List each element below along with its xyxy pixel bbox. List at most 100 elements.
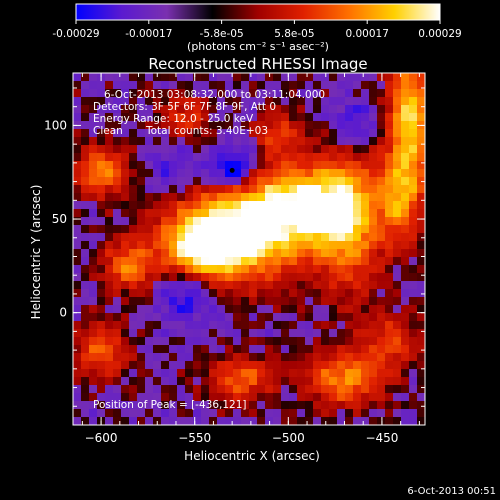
colorbar-units: (photons cm⁻² s⁻¹ asec⁻²) — [187, 40, 329, 53]
heatmap-cell — [313, 169, 322, 178]
heatmap-cell — [233, 289, 242, 298]
annotation-counts: Total counts: 3.40E+03 — [145, 125, 268, 137]
heatmap-cell — [305, 73, 314, 82]
heatmap-cell — [281, 353, 290, 362]
heatmap-cell — [265, 329, 274, 338]
heatmap-cell — [265, 369, 274, 378]
heatmap-cell — [81, 97, 90, 106]
heatmap-cell — [225, 225, 234, 234]
heatmap-cell — [73, 145, 82, 154]
heatmap-cell — [329, 369, 338, 378]
heatmap-cell — [81, 177, 90, 186]
heatmap-cell — [361, 233, 370, 242]
heatmap-cell — [377, 305, 386, 314]
heatmap-cell — [353, 137, 362, 146]
heatmap-cell — [145, 233, 154, 242]
heatmap-cell — [113, 401, 122, 410]
heatmap-cell — [393, 297, 402, 306]
heatmap-cell — [265, 241, 274, 250]
heatmap-cell — [369, 321, 378, 330]
heatmap-cell — [233, 321, 242, 330]
heatmap-cell — [209, 337, 218, 346]
heatmap-cell — [89, 193, 98, 202]
heatmap-cell — [369, 305, 378, 314]
heatmap-cell — [361, 321, 370, 330]
heatmap-cell — [81, 89, 90, 98]
heatmap-cell — [273, 305, 282, 314]
heatmap-cell — [313, 281, 322, 290]
heatmap-cell — [409, 281, 418, 290]
heatmap-cell — [193, 345, 202, 354]
heatmap-cell — [241, 393, 250, 402]
heatmap-cell — [177, 313, 186, 322]
heatmap-cell — [153, 201, 162, 210]
heatmap-cell — [393, 177, 402, 186]
heatmap-cell — [89, 273, 98, 282]
heatmap-cell — [417, 257, 426, 266]
heatmap-cell — [217, 225, 226, 234]
heatmap-cell — [225, 97, 234, 106]
heatmap-cell — [177, 217, 186, 226]
heatmap-cell — [257, 233, 266, 242]
heatmap-cell — [313, 153, 322, 162]
heatmap-cell — [145, 345, 154, 354]
heatmap-cell — [201, 201, 210, 210]
heatmap-cell — [209, 273, 218, 282]
heatmap-cell — [401, 265, 410, 274]
heatmap-cell — [97, 217, 106, 226]
heatmap-cell — [209, 289, 218, 298]
heatmap-cell — [305, 177, 314, 186]
heatmap-cell — [241, 129, 250, 138]
heatmap-cell — [345, 353, 354, 362]
heatmap-cell — [265, 265, 274, 274]
heatmap-cell — [257, 329, 266, 338]
heatmap-cell — [97, 193, 106, 202]
heatmap-cell — [233, 105, 242, 114]
heatmap-cell — [281, 193, 290, 202]
heatmap-cell — [417, 369, 426, 378]
heatmap-cell — [281, 121, 290, 130]
heatmap-cell — [353, 321, 362, 330]
heatmap-cell — [121, 97, 130, 106]
heatmap-cell — [369, 409, 378, 418]
heatmap-cell — [305, 257, 314, 266]
heatmap-cell — [177, 385, 186, 394]
heatmap-cell — [113, 265, 122, 274]
heatmap-cell — [273, 129, 282, 138]
heatmap-cell — [201, 345, 210, 354]
heatmap-cell — [113, 169, 122, 178]
heatmap-cell — [297, 297, 306, 306]
heatmap-cell — [217, 329, 226, 338]
heatmap-cell — [201, 161, 210, 170]
heatmap-cell — [401, 201, 410, 210]
heatmap-cell — [401, 417, 410, 426]
heatmap-cell — [313, 145, 322, 154]
heatmap-cell — [289, 385, 298, 394]
heatmap-cell — [273, 313, 282, 322]
heatmap-cell — [129, 257, 138, 266]
heatmap-cell — [257, 177, 266, 186]
heatmap-cell — [289, 409, 298, 418]
heatmap-cell — [321, 249, 330, 258]
heatmap-cell — [369, 137, 378, 146]
heatmap-cell — [297, 409, 306, 418]
heatmap-cell — [329, 217, 338, 226]
heatmap-cell — [105, 257, 114, 266]
heatmap-cell — [345, 297, 354, 306]
heatmap-cell — [81, 393, 90, 402]
heatmap-cell — [289, 73, 298, 82]
heatmap-cell — [241, 225, 250, 234]
heatmap-cell — [265, 273, 274, 282]
heatmap-cell — [161, 377, 170, 386]
heatmap-cell — [409, 193, 418, 202]
heatmap-cell — [105, 217, 114, 226]
heatmap-cell — [257, 265, 266, 274]
heatmap-cell — [153, 153, 162, 162]
heatmap-cell — [193, 321, 202, 330]
heatmap-cell — [289, 97, 298, 106]
heatmap-cell — [361, 305, 370, 314]
heatmap-cell — [393, 273, 402, 282]
heatmap-cell — [385, 329, 394, 338]
heatmap-cell — [145, 241, 154, 250]
